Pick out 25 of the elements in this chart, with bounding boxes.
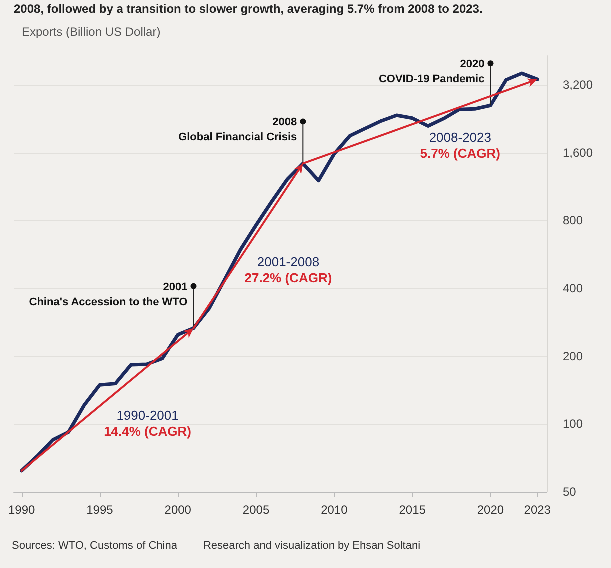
x-tick-label: 2005: [242, 503, 270, 517]
annotation: 2001-2008 27.2% (CAGR): [244, 254, 332, 286]
y-tick-label: 1,600: [563, 146, 594, 160]
annotation: 1990-2001 14.4% (CAGR): [104, 408, 192, 440]
y-axis-title: Exports (Billion US Dollar): [22, 25, 161, 39]
annotation: 2001 China's Accession to the WTO: [29, 281, 188, 308]
text: Research and visualization by Ehsan Soltani: [203, 540, 421, 552]
x-tick-label: 1990: [8, 503, 36, 517]
x-tick-label: 2020: [477, 503, 504, 517]
source-note: Sources: WTO, Customs of China: [12, 540, 178, 552]
x-tick-label: 2000: [164, 503, 192, 517]
x-tick-label: 2023: [524, 503, 552, 517]
y-tick-label: 800: [563, 214, 584, 228]
x-tick-label: 2015: [399, 503, 426, 517]
y-tick-label: 100: [563, 417, 584, 432]
x-tick-label: 2010: [321, 503, 348, 517]
annotation: 2008-2023 5.7% (CAGR): [420, 130, 500, 162]
y-tick-label: 400: [563, 281, 584, 296]
y-tick-label: 3,200: [563, 78, 594, 92]
annotation: 2008 Global Financial Crisis: [178, 116, 298, 144]
y-tick-label: 200: [563, 349, 584, 364]
annotation: 2020 COVID-19 Pandemic: [378, 58, 485, 86]
y-tick-label: 50: [563, 485, 577, 499]
chart-subtitle: 2008, followed by a transition to slower growth, averaging 5.7% from 2008 to 2023.: [14, 2, 484, 16]
x-tick-label: 1995: [86, 503, 114, 517]
